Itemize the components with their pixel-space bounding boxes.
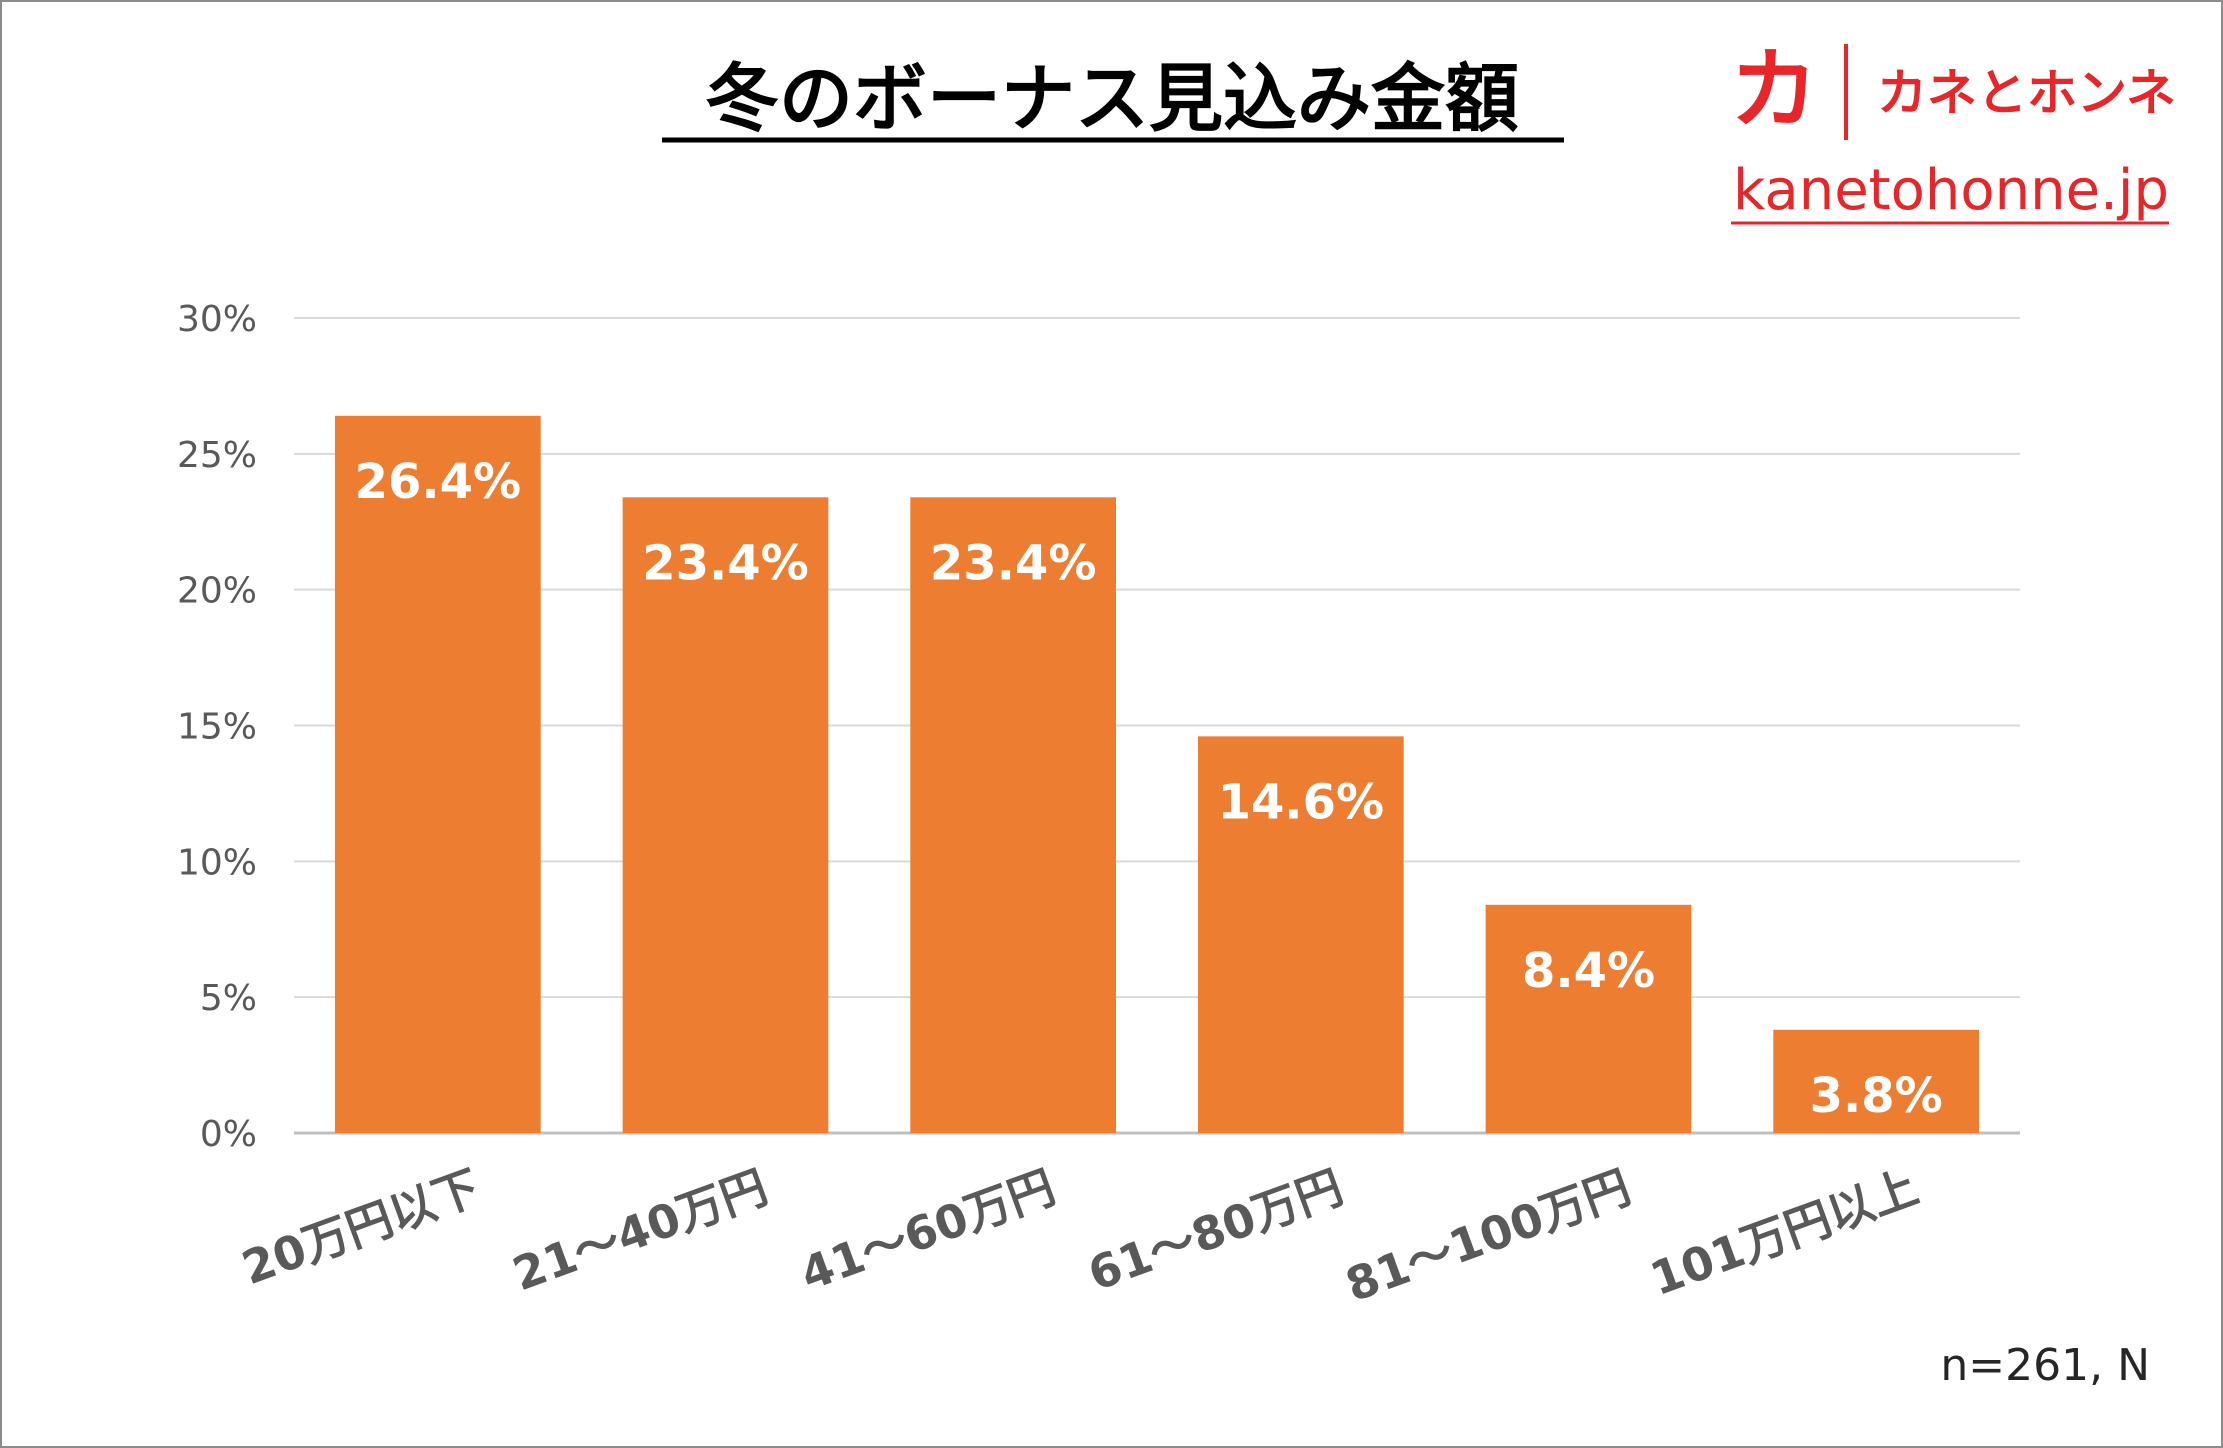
y-tick-label: 5% xyxy=(200,978,257,1019)
chart-title: 冬のボーナス見込み金額 xyxy=(705,56,1519,142)
brand-name: カネとホンネ xyxy=(1877,64,2176,122)
category-label: 101万円以上 xyxy=(1643,1160,1925,1307)
bar xyxy=(1773,1029,1980,1133)
y-tick-label: 10% xyxy=(177,842,257,883)
brand-logo-mark: カ xyxy=(1730,38,1818,141)
bars xyxy=(334,415,1980,1133)
y-tick-label: 0% xyxy=(200,1114,257,1155)
sample-size-note: n=261, N xyxy=(1940,1340,2150,1391)
bar xyxy=(910,497,1117,1133)
gridlines xyxy=(294,317,2020,1135)
y-tick-label: 25% xyxy=(177,435,257,476)
category-label: 21～40万円 xyxy=(506,1160,774,1302)
data-label: 3.8% xyxy=(1810,1068,1943,1124)
data-labels: 26.4% 23.4% 23.4% 14.6% 8.4% 3.8% xyxy=(355,454,1943,1124)
y-tick-label: 30% xyxy=(177,299,257,340)
brand-url[interactable]: kanetohonne.jp xyxy=(1733,158,2169,223)
bar xyxy=(1197,736,1404,1133)
data-label: 23.4% xyxy=(930,535,1097,591)
bar xyxy=(1485,904,1692,1133)
data-label: 14.6% xyxy=(1218,774,1385,830)
category-label: 20万円以下 xyxy=(235,1160,487,1296)
y-axis-ticks: 0% 5% 10% 15% 20% 25% 30% xyxy=(177,299,257,1155)
y-tick-label: 20% xyxy=(177,571,257,612)
category-label: 81～100万円 xyxy=(1339,1160,1638,1313)
data-label: 26.4% xyxy=(355,454,522,510)
data-label: 8.4% xyxy=(1522,943,1655,999)
data-label: 23.4% xyxy=(642,535,809,591)
category-label: 41～60万円 xyxy=(793,1160,1061,1302)
y-tick-label: 15% xyxy=(177,707,257,748)
bar xyxy=(622,497,829,1133)
bar xyxy=(334,415,541,1133)
category-label: 61～80万円 xyxy=(1081,1160,1349,1302)
